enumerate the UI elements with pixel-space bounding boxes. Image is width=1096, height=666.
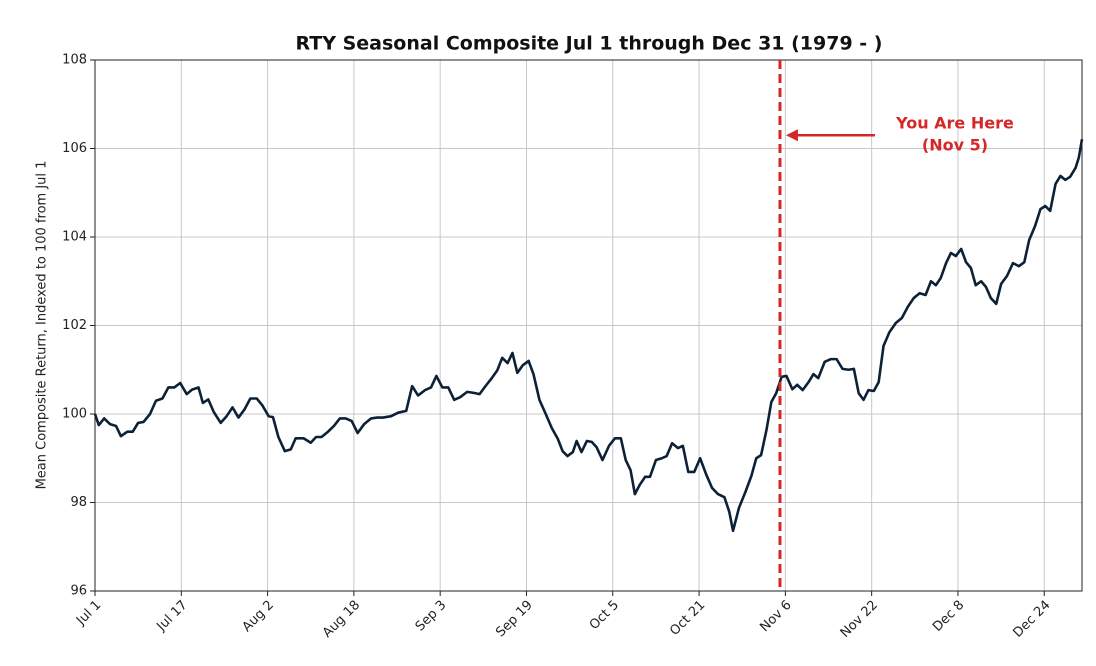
x-tick-label: Dec 8 [930, 598, 967, 635]
x-tick-label: Jul 1 [73, 598, 104, 629]
series-line [93, 138, 1084, 533]
y-tick-label: 104 [62, 230, 87, 245]
x-tick-label: Aug 18 [320, 598, 363, 641]
y-tick-label: 108 [62, 53, 87, 68]
plot-frame [94, 59, 1083, 592]
y-tick-label: 102 [62, 318, 87, 333]
x-tick-label: Oct 5 [587, 598, 622, 633]
y-tick-label: 100 [62, 407, 87, 422]
y-tick-label: 106 [62, 141, 87, 156]
y-tick-label: 96 [70, 584, 87, 599]
x-tick-label: Sep 19 [493, 598, 536, 641]
annotation-text: (Nov 5) [922, 136, 988, 155]
x-tick-label: Nov 6 [757, 598, 794, 635]
x-tick-label: Nov 22 [838, 598, 881, 641]
y-axis-label: Mean Composite Return, Indexed to 100 fr… [35, 161, 50, 490]
annotation-text: You Are Here [895, 114, 1014, 133]
x-tick-label: Sep 3 [413, 598, 450, 635]
x-tick-label: Oct 21 [667, 598, 708, 639]
x-tick-label: Dec 24 [1011, 598, 1054, 641]
x-tick-label: Jul 17 [154, 598, 191, 635]
annotation-arrowhead [785, 129, 798, 142]
x-tick-label: Aug 2 [240, 598, 277, 635]
y-tick-label: 98 [70, 495, 87, 510]
chart-title: RTY Seasonal Composite Jul 1 through Dec… [295, 33, 882, 55]
